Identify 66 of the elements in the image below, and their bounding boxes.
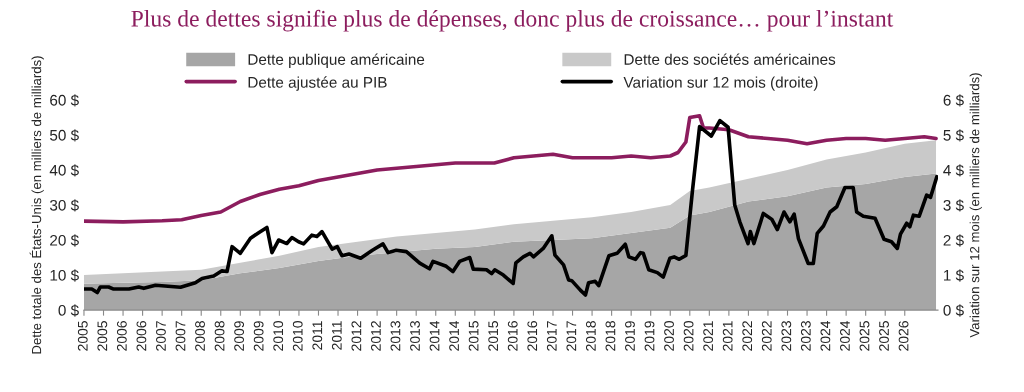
legend-label: Variation sur 12 mois (droite): [623, 76, 818, 91]
x-tick-label: 2016: [507, 321, 518, 351]
x-tick-label: 2017: [546, 321, 557, 351]
y-tick-label: 20 $: [50, 234, 79, 247]
x-tick-label: 2015: [488, 321, 499, 351]
x-tick-label: 2022: [761, 321, 772, 351]
x-tick-label: 2024: [820, 320, 831, 351]
y-tick-label: 50 $: [49, 129, 79, 142]
y2-tick-label: 2 $: [943, 234, 964, 247]
y2-tick-label: 5 $: [943, 129, 964, 142]
legend-label: Dette des sociétés américaines: [624, 53, 836, 65]
y2-tick-label: 3 $: [943, 199, 964, 212]
x-tick-label: 2007: [175, 321, 186, 351]
x-tick-label: 2020: [664, 321, 674, 351]
x-tick-label: 2019: [644, 321, 655, 351]
x-tick-label: 2015: [468, 321, 479, 351]
x-tick-label: 2024: [840, 320, 850, 351]
x-tick-label: 2018: [605, 321, 616, 351]
x-tick-label: 2013: [390, 321, 401, 351]
x-tick-label: 2005: [97, 321, 108, 351]
y2-tick-label: 1 $: [944, 269, 964, 282]
y-axis-title: Dette totale des États-Unis (en milliers de milliards): [29, 56, 44, 354]
x-tick-label: 2010: [292, 321, 303, 351]
y-tick-label: 0 $: [58, 304, 79, 317]
x-tick-label: 2009: [234, 321, 245, 351]
legend-label: Dette ajustée au PIB: [248, 76, 387, 91]
y-tick-label: 40 $: [49, 164, 79, 177]
x-tick-label: 2006: [116, 321, 127, 351]
x-tick-label: 2013: [410, 321, 420, 351]
y2-tick-label: 0 $: [943, 304, 964, 317]
x-tick-label: 2025: [879, 321, 889, 351]
x-tick-label: 2016: [527, 321, 538, 351]
x-tick-label: 2020: [683, 321, 694, 351]
y2-axis-title: Variation sur 12 mois (en milliers de milliards): [969, 73, 982, 338]
x-tick-label: 2023: [800, 321, 811, 351]
y-tick-label: 60 $: [50, 94, 79, 107]
x-tick-label: 2007: [156, 321, 166, 351]
x-tick-label: 2021: [722, 321, 733, 351]
x-tick-label: 2014: [429, 320, 440, 351]
x-tick-label: 2011: [331, 321, 342, 350]
x-tick-label: 2005: [77, 321, 88, 351]
x-tick-label: 2017: [566, 321, 577, 351]
y-tick-label: 30 $: [49, 199, 79, 212]
x-tick-label: 2008: [195, 321, 205, 351]
x-tick-label: 2011: [312, 321, 323, 350]
y2-tick-label: 6 $: [943, 94, 964, 107]
x-tick-label: 2008: [214, 321, 225, 351]
x-tick-label: 2006: [136, 321, 147, 351]
x-tick-label: 2010: [273, 321, 284, 351]
x-tick-label: 2025: [859, 321, 870, 351]
y-tick-label: 10 $: [50, 269, 79, 282]
chart-title: Plus de dettes signifie plus de dépenses, donc plus de croissance… pour l’instant: [131, 9, 894, 32]
x-tick-label: 2018: [585, 321, 596, 351]
x-tick-label: 2021: [703, 321, 714, 351]
x-tick-label: 2019: [625, 321, 635, 351]
y2-tick-label: 4 $: [943, 164, 964, 177]
x-tick-label: 2012: [351, 321, 362, 351]
x-tick-label: 2014: [449, 320, 460, 351]
x-tick-label: 2022: [742, 321, 753, 351]
x-tick-label: 2026: [898, 321, 909, 351]
x-tick-label: 2012: [371, 321, 381, 351]
line-series: [83, 113, 938, 224]
legend-label: Dette publique américaine: [248, 53, 425, 68]
x-tick-label: 2023: [781, 321, 792, 351]
line-series: [83, 118, 938, 297]
x-tick-label: 2009: [253, 321, 264, 351]
